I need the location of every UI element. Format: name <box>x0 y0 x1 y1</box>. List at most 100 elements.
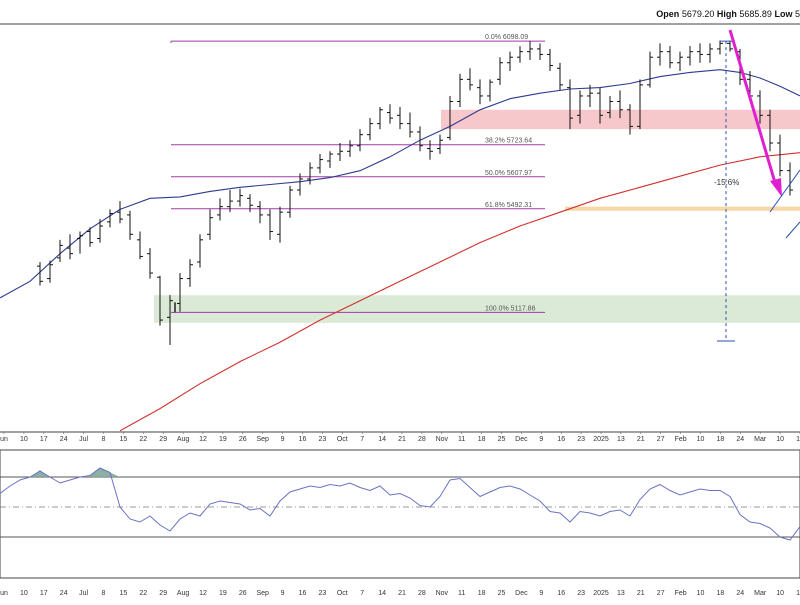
x-tick-label-lower: 17 <box>796 590 800 597</box>
price-bar <box>297 173 303 196</box>
x-tick-label: 22 <box>139 436 147 443</box>
channel-line <box>769 169 800 213</box>
price-bar <box>167 295 173 345</box>
zone-fib-support <box>565 206 800 211</box>
price-bar <box>47 260 53 283</box>
open-value: 5679.20 <box>681 9 715 19</box>
x-tick-label-lower: 16 <box>299 590 307 597</box>
x-tick-label-lower: 16 <box>557 590 565 597</box>
price-bar <box>267 209 273 240</box>
x-tick-label: 29 <box>159 436 167 443</box>
price-bar <box>197 234 203 268</box>
price-bar <box>107 209 113 228</box>
x-tick-label-lower: 13 <box>617 590 625 597</box>
x-tick-label-lower: Jul <box>79 590 88 597</box>
oscillator-panel <box>0 449 800 579</box>
x-tick-label-lower: 22 <box>139 590 147 597</box>
fib-label: 50.0% 5607.97 <box>485 170 532 177</box>
oscillator-overbought-fill <box>30 468 120 477</box>
price-bar <box>727 40 733 52</box>
x-tick-label: 11 <box>458 436 465 443</box>
ohlc-header: Open 5679.20 High 5685.89 Low 5 <box>656 9 800 19</box>
x-tick-label: 27 <box>657 436 665 443</box>
price-bar <box>507 51 513 72</box>
price-bar <box>257 201 263 224</box>
x-tick-label-lower: Mar <box>754 590 767 597</box>
fib-label: 0.0% 6098.09 <box>485 34 528 41</box>
annotations: -15.6% <box>714 29 800 342</box>
x-tick-label-lower: 9 <box>281 590 285 597</box>
x-tick-label-lower: 17 <box>40 590 48 597</box>
x-tick-label-lower: 12 <box>199 590 207 597</box>
x-tick-label: 26 <box>239 436 247 443</box>
x-tick-label-lower: 10 <box>776 590 784 597</box>
x-tick-label: 17 <box>796 436 800 443</box>
x-tick-label: Mar <box>754 436 767 443</box>
ma-line-1 <box>0 69 800 299</box>
x-tick-label-lower: 7 <box>360 590 364 597</box>
x-tick-label: 16 <box>299 436 307 443</box>
x-tick-label-lower: 24 <box>736 590 744 597</box>
x-tick-label: Oct <box>337 436 348 443</box>
ma-line-2 <box>119 152 800 432</box>
x-tick-label: 8 <box>102 436 106 443</box>
price-bar <box>207 209 213 240</box>
x-tick-label-lower: 24 <box>60 590 68 597</box>
x-tick-label: 12 <box>199 436 207 443</box>
price-bar <box>87 227 93 247</box>
x-tick-label-lower: 21 <box>637 590 645 597</box>
x-tick-label-lower: 23 <box>319 590 327 597</box>
price-bar <box>447 95 453 141</box>
price-bar <box>147 248 153 279</box>
price-bar <box>37 261 43 286</box>
price-bar <box>457 73 463 108</box>
price-bar <box>637 79 643 130</box>
price-bar <box>157 275 163 326</box>
x-tick-label: 10 <box>20 436 28 443</box>
low-value: 5 <box>794 9 800 19</box>
channel-line <box>785 221 800 239</box>
x-tick-label-lower: 23 <box>577 590 585 597</box>
x-tick-label: Feb <box>675 436 687 443</box>
x-tick-label-lower: 9 <box>539 590 543 597</box>
x-tick-label-lower: 8 <box>102 590 106 597</box>
fib-label: 61.8% 5492.31 <box>485 202 532 209</box>
price-bar <box>487 79 493 102</box>
trend-arrow <box>728 29 778 187</box>
x-tick-label-lower: 11 <box>458 590 465 597</box>
price-bar <box>427 140 433 160</box>
price-bar <box>277 206 283 243</box>
price-bar <box>247 194 253 213</box>
price-bar <box>687 46 693 66</box>
price-bar <box>647 51 653 88</box>
x-tick-label-lower: Dec <box>515 590 528 597</box>
x-tick-label-lower: Feb <box>675 590 687 597</box>
high-label: High <box>716 9 737 19</box>
x-tick-label: 23 <box>577 436 585 443</box>
trend-arrowhead <box>770 178 782 197</box>
x-tick-label-lower: 14 <box>378 590 386 597</box>
x-tick-label: 24 <box>736 436 744 443</box>
x-tick-label: 21 <box>398 436 406 443</box>
zone-support <box>154 295 800 323</box>
price-bar <box>407 112 413 138</box>
price-bar <box>77 231 83 254</box>
price-bar <box>557 62 563 91</box>
price-panel <box>0 23 800 433</box>
x-tick-label-lower: 26 <box>239 590 247 597</box>
fib-label: 100.0% 5117.86 <box>485 305 536 312</box>
x-tick-label-lower: Aug <box>177 590 190 597</box>
price-bar <box>767 109 773 152</box>
price-bar <box>237 188 243 207</box>
x-tick-label: 13 <box>617 436 625 443</box>
price-bar <box>377 107 383 130</box>
x-tick-label: 15 <box>120 436 128 443</box>
high-value: 5685.89 <box>739 9 772 19</box>
x-tick-label: 17 <box>40 436 48 443</box>
x-tick-label-lower: 15 <box>120 590 128 597</box>
x-tick-label: Nov <box>436 436 449 443</box>
price-bar <box>477 79 483 105</box>
price-bar <box>417 126 423 152</box>
oscillator-line <box>0 467 800 541</box>
x-tick-label-lower: 21 <box>398 590 406 597</box>
